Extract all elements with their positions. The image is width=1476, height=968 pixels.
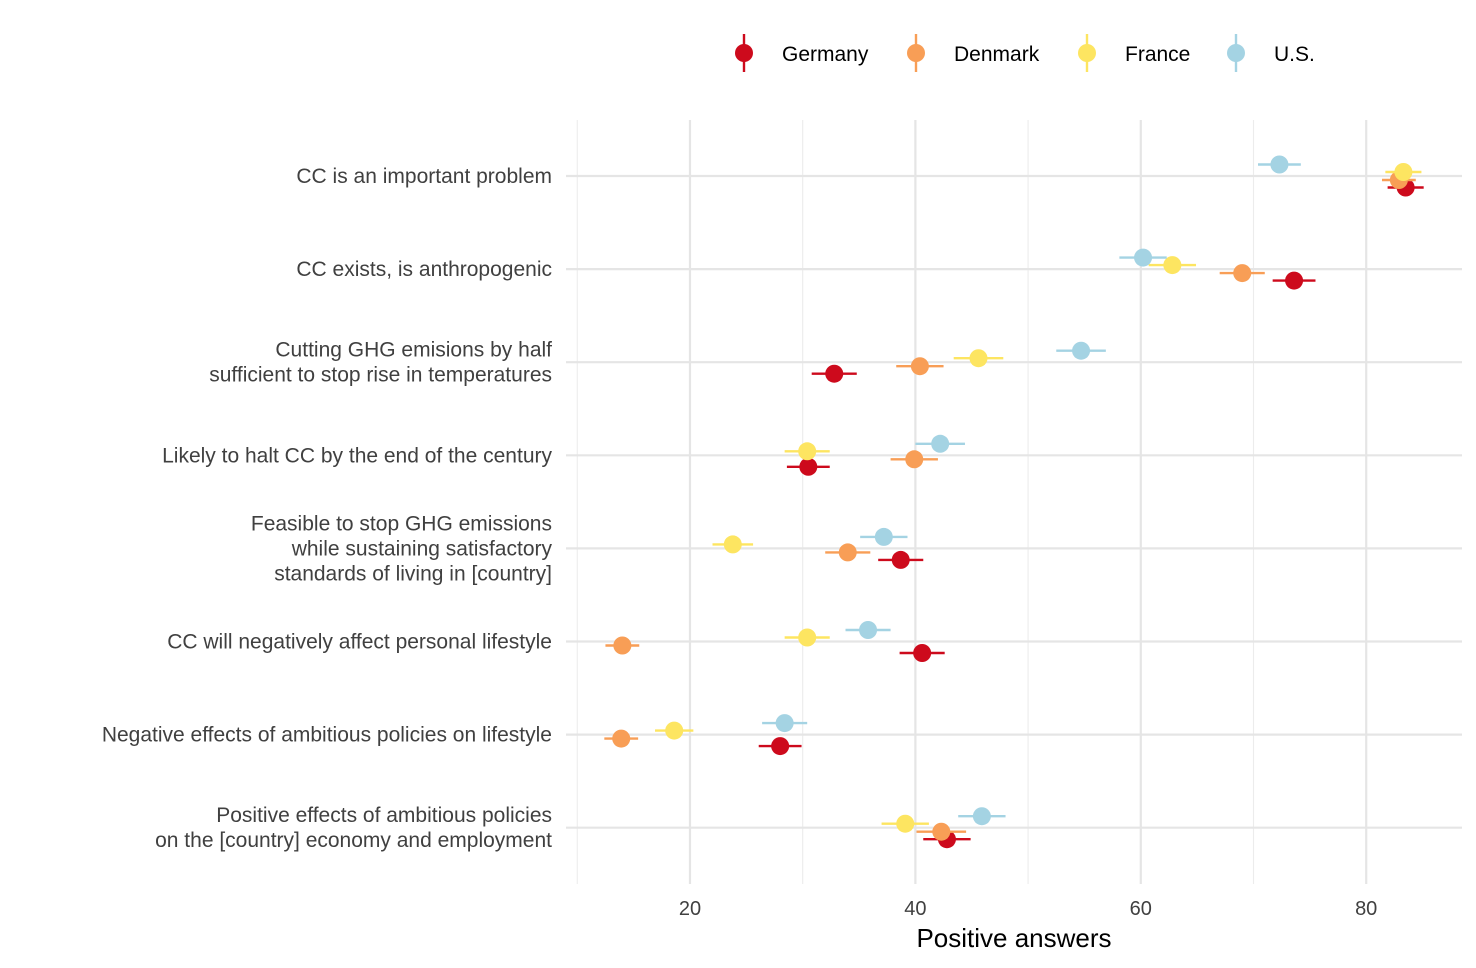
category-label: Negative effects of ambitious policies o… (102, 724, 552, 747)
category-labels: CC is an important problem CC exists, is … (102, 165, 553, 852)
data-point (913, 644, 932, 662)
data-point (665, 721, 684, 740)
data-point (1072, 341, 1091, 360)
x-tick-label: 60 (1130, 898, 1152, 920)
x-tick-label: 40 (904, 898, 926, 920)
legend-label: France (1125, 43, 1190, 66)
data-point (838, 543, 857, 562)
data-point (723, 535, 742, 554)
category-label: Likely to halt CC by the end of the cent… (162, 444, 552, 467)
legend-label: Germany (782, 43, 869, 66)
data-point (874, 527, 893, 546)
data-point (825, 364, 844, 383)
series-U.S. (762, 155, 1301, 826)
category-label: Cutting GHG emisions by half sufficient t… (209, 339, 552, 387)
x-axis-title: Positive answers (916, 923, 1111, 953)
data-point (1233, 264, 1252, 283)
data-point (798, 442, 817, 461)
series-France (655, 163, 1422, 833)
legend-item: U.S. (1227, 34, 1315, 72)
data-point (1285, 271, 1304, 290)
data-point (1134, 248, 1153, 267)
series-Germany (758, 178, 1424, 849)
legend-label: U.S. (1274, 43, 1315, 66)
data-point (969, 349, 988, 368)
data-point (910, 357, 929, 376)
category-label: CC is an important problem (296, 165, 552, 188)
category-label: Positive effects of ambitious policies on… (155, 804, 552, 852)
data-point (771, 737, 790, 756)
category-label: CC will negatively affect personal lifes… (167, 631, 552, 654)
data-point (775, 714, 794, 733)
data-point (799, 457, 818, 476)
data-point (1394, 163, 1413, 181)
data-point (612, 729, 631, 748)
data-point (896, 814, 915, 833)
x-tick-labels: 20 40 60 80 (679, 898, 1377, 920)
grid (566, 120, 1462, 884)
x-tick-label: 80 (1355, 898, 1377, 920)
legend-key-point (907, 44, 925, 62)
legend-key-point (735, 44, 753, 62)
legend-label: Denmark (954, 43, 1040, 66)
data-point (905, 450, 924, 469)
data-point (1270, 155, 1289, 174)
data-point (972, 807, 991, 826)
legend: Germany Denmark France U.S. (735, 34, 1315, 72)
legend-item: Denmark (907, 34, 1040, 72)
legend-key-point (1227, 44, 1245, 62)
data-point (798, 628, 817, 647)
data-point (613, 636, 632, 655)
data-marks (604, 155, 1424, 849)
data-point (859, 621, 878, 639)
legend-key-point (1078, 44, 1096, 62)
data-point (932, 822, 951, 841)
series-Denmark (604, 171, 1416, 841)
data-point (891, 550, 910, 569)
x-tick-label: 20 (679, 898, 701, 920)
category-label: CC exists, is anthropogenic (296, 258, 552, 281)
legend-item: Germany (735, 34, 869, 72)
data-point (931, 434, 950, 453)
data-point (1163, 256, 1182, 275)
category-label: Feasible to stop GHG emissions while sust… (251, 512, 553, 585)
legend-item: France (1078, 34, 1190, 72)
